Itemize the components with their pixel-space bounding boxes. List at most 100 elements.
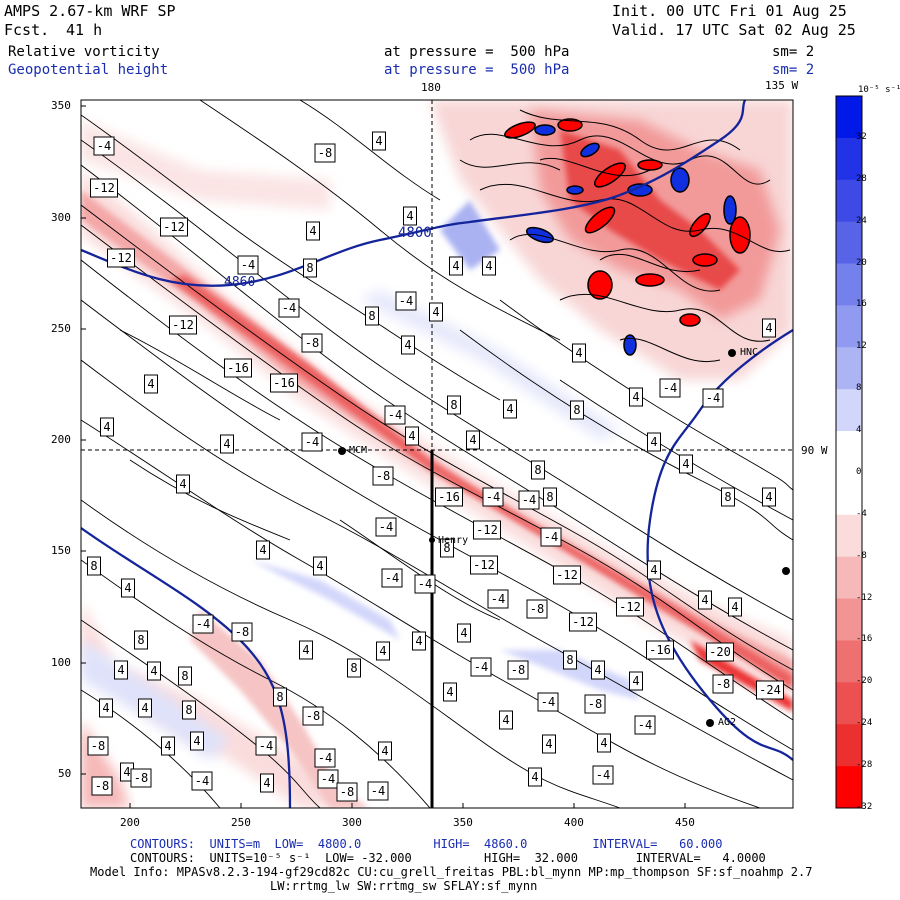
contour-label: 4 [99,698,113,718]
contour-label: 4 [114,660,128,680]
svg-text:8: 8 [566,653,573,667]
colorbar-tick-label: 4 [856,425,862,436]
svg-text:4: 4 [632,390,639,404]
colorbar-cell [836,472,862,516]
x-ticks [129,803,686,808]
pressure-vorticity: at pressure = 500 hPa [384,44,570,60]
y-tick-300: 300 [51,211,71,224]
contour-label: -8 [584,694,606,714]
svg-text:-8: -8 [235,625,249,639]
contour-label: 8 [273,687,287,707]
contour-label: 4 [443,682,457,702]
contour-label: 4 [144,374,158,394]
y-tick-250: 250 [51,322,71,335]
station-mcm-label: MCM [349,445,368,456]
contour-label: 8 [134,630,148,650]
svg-text:-12: -12 [572,615,594,629]
svg-text:4: 4 [701,593,708,607]
contour-label: -4 [384,405,406,425]
svg-text:8: 8 [181,669,188,683]
colorbar [836,96,862,809]
svg-text:4: 4 [102,701,109,715]
height-contour-label-4800: 4800 [398,225,432,241]
x-tick-250: 250 [231,816,251,829]
svg-text:-12: -12 [473,558,495,572]
contour-label: 4 [376,641,390,661]
svg-text:-4: -4 [486,490,500,504]
contour-label: -8 [91,776,113,796]
svg-text:-12: -12 [110,251,132,265]
contour-label: 8 [178,666,192,686]
colorbar-unit: 10⁻⁵ s⁻¹ [858,85,900,95]
contour-label: 4 [299,640,313,660]
colorbar-cell [836,179,862,223]
svg-text:-4: -4 [371,784,385,798]
x-tick-300: 300 [342,816,362,829]
contour-label: -12 [553,565,581,585]
field-vorticity: Relative vorticity [8,44,160,60]
svg-text:8: 8 [724,490,731,504]
svg-text:4: 4 [123,765,130,779]
colorbar-tick-label: 8 [856,383,862,394]
svg-text:8: 8 [350,661,357,675]
contour-label: 8 [570,400,584,420]
contour-label: -4 [395,291,417,311]
contour-label: 4 [147,661,161,681]
station-ag2-label: AG2 [718,717,737,728]
svg-text:4: 4 [545,737,552,751]
pressure-height: at pressure = 500 hPa [384,62,570,78]
svg-text:-4: -4 [196,617,210,631]
forecast-label: Fcst. [4,21,50,39]
svg-text:4: 4 [316,559,323,573]
contour-label: 4 [138,698,152,718]
svg-text:-16: -16 [649,643,671,657]
svg-text:4: 4 [632,674,639,688]
svg-text:-4: -4 [385,571,399,585]
contour-label: 4 [698,590,712,610]
colorbar-tick-label: -12 [856,592,873,603]
forecast-hours: 41 h [66,21,103,39]
contour-label: 8 [87,556,101,576]
contour-label: 4 [260,773,274,793]
contour-label: -4 [301,432,323,452]
svg-text:-12: -12 [93,181,115,195]
svg-text:-4: -4 [195,774,209,788]
svg-text:4: 4 [309,224,316,238]
contour-label: 4 [597,733,611,753]
height-contour-label-4860: 4860 [224,275,256,290]
station-hnc-dot [728,349,736,357]
contour-label: 4 [466,430,480,450]
contour-label: 4 [528,767,542,787]
colorbar-cell [836,431,862,474]
contour-label: 4 [372,131,386,151]
contour-label: -12 [107,248,135,268]
x-tick-350: 350 [453,816,473,829]
svg-text:-8: -8 [588,697,602,711]
svg-text:8: 8 [534,463,541,477]
svg-text:-8: -8 [716,677,730,691]
contour-label: 4 [403,206,417,226]
contour-label: -4 [592,765,614,785]
contour-label: 4 [306,221,320,241]
contour-label: 4 [482,256,496,276]
contour-label: -8 [87,736,109,756]
contour-label: -8 [130,768,152,788]
svg-text:-4: -4 [282,301,296,315]
svg-text:-4: -4 [544,530,558,544]
contour-labels: -4 -8 4 -12 4 -12 4 -12 -4 8 4 4 -4 -4 8 4 -12 -8 4 4 4 -16 4 -… [87,131,784,802]
svg-text:-16: -16 [227,361,249,375]
svg-text:4: 4 [575,346,582,360]
svg-text:8: 8 [443,541,450,555]
contour-label: 8 [531,460,545,480]
contour-label: 4 [679,454,693,474]
contour-label: 8 [543,487,557,507]
colorbar-tick-label: 32 [856,131,867,142]
svg-text:-24: -24 [759,683,781,697]
station-hnc-label: HNC [740,347,759,358]
station-henry-label: Henry [438,535,469,546]
colorbar-cell [836,556,862,600]
colorbar-border [835,95,863,809]
colorbar-cell [836,137,862,181]
y-tick-350: 350 [51,99,71,112]
